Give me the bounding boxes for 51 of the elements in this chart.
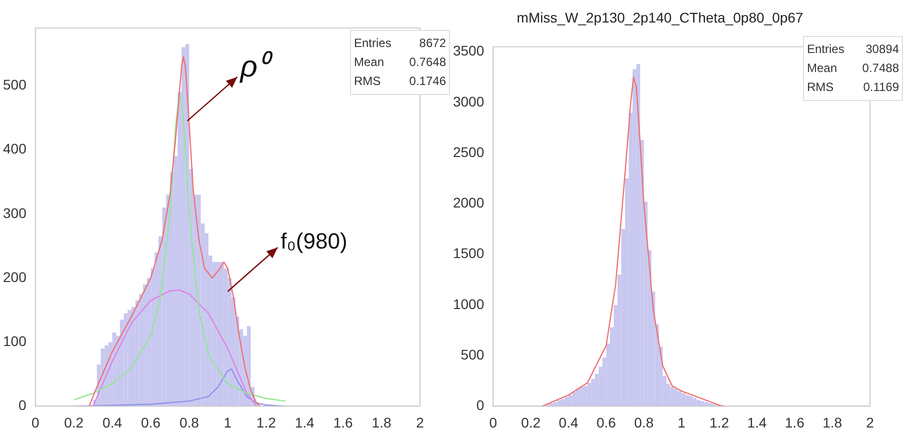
x-tick-label: 0.4 xyxy=(558,414,578,430)
x-tick-label: 0.4 xyxy=(102,414,122,430)
y-tick-label: 1000 xyxy=(452,296,484,312)
x-tick-label: 1.6 xyxy=(333,414,354,430)
x-tick-label: 1.2 xyxy=(710,414,730,430)
x-tick-label: 1.2 xyxy=(256,414,276,430)
y-tick-label: 3000 xyxy=(452,93,484,110)
annotation: 0.7648 xyxy=(409,54,446,71)
annotation: ρ⁰ xyxy=(239,50,274,84)
y-tick-label: 500 xyxy=(460,346,484,362)
x-tick-label: 0.2 xyxy=(64,414,84,430)
chart-title: mMiss_W_2p130_2p140_CTheta_0p80_0p67 xyxy=(516,9,804,26)
annotation: RMS xyxy=(807,79,834,96)
x-tick-label: 0 xyxy=(489,414,498,430)
y-tick-label: 200 xyxy=(3,268,27,285)
x-tick-label: 0.6 xyxy=(141,414,161,430)
x-tick-label: 1.8 xyxy=(822,414,842,430)
annotation: 30894 xyxy=(866,41,899,58)
annotation: 0.7488 xyxy=(862,60,899,77)
y-tick-label: 1500 xyxy=(452,245,484,262)
y-tick-label: 0 xyxy=(18,397,27,414)
x-tick-label: 0.8 xyxy=(179,414,200,430)
x-tick-label: 0.6 xyxy=(596,414,616,430)
x-tick-label: 1.4 xyxy=(294,414,315,430)
x-tick-label: 1 xyxy=(224,414,232,430)
y-tick-label: 100 xyxy=(3,332,27,349)
annotation: f₀(980) xyxy=(280,228,348,254)
x-tick-label: 2 xyxy=(416,414,424,430)
annotation: Mean xyxy=(807,60,838,77)
x-tick-label: 1 xyxy=(678,414,686,430)
annotation: Entries xyxy=(354,35,392,52)
annotation: Mean xyxy=(354,54,384,71)
x-tick-label: 2 xyxy=(866,414,874,430)
y-tick-label: 0 xyxy=(476,397,484,414)
x-tick-label: 0 xyxy=(31,414,40,430)
annotation: 0.1169 xyxy=(863,79,899,96)
annotation: Entries xyxy=(807,41,844,58)
y-tick-label: 3500 xyxy=(452,42,484,59)
annotation: RMS xyxy=(354,73,381,90)
y-tick-label: 400 xyxy=(3,140,27,157)
y-tick-label: 2000 xyxy=(452,194,484,211)
x-tick-label: 1.6 xyxy=(784,414,805,430)
annotation: 0.1746 xyxy=(409,73,446,90)
y-tick-label: 300 xyxy=(3,204,27,221)
y-tick-label: 500 xyxy=(3,76,27,93)
y-tick-label: 2500 xyxy=(452,144,484,160)
x-tick-label: 1.8 xyxy=(372,414,392,430)
annotation: 8672 xyxy=(419,35,446,52)
x-tick-label: 0.8 xyxy=(634,414,654,430)
x-tick-label: 1.4 xyxy=(747,414,767,430)
x-tick-label: 0.2 xyxy=(521,414,541,430)
